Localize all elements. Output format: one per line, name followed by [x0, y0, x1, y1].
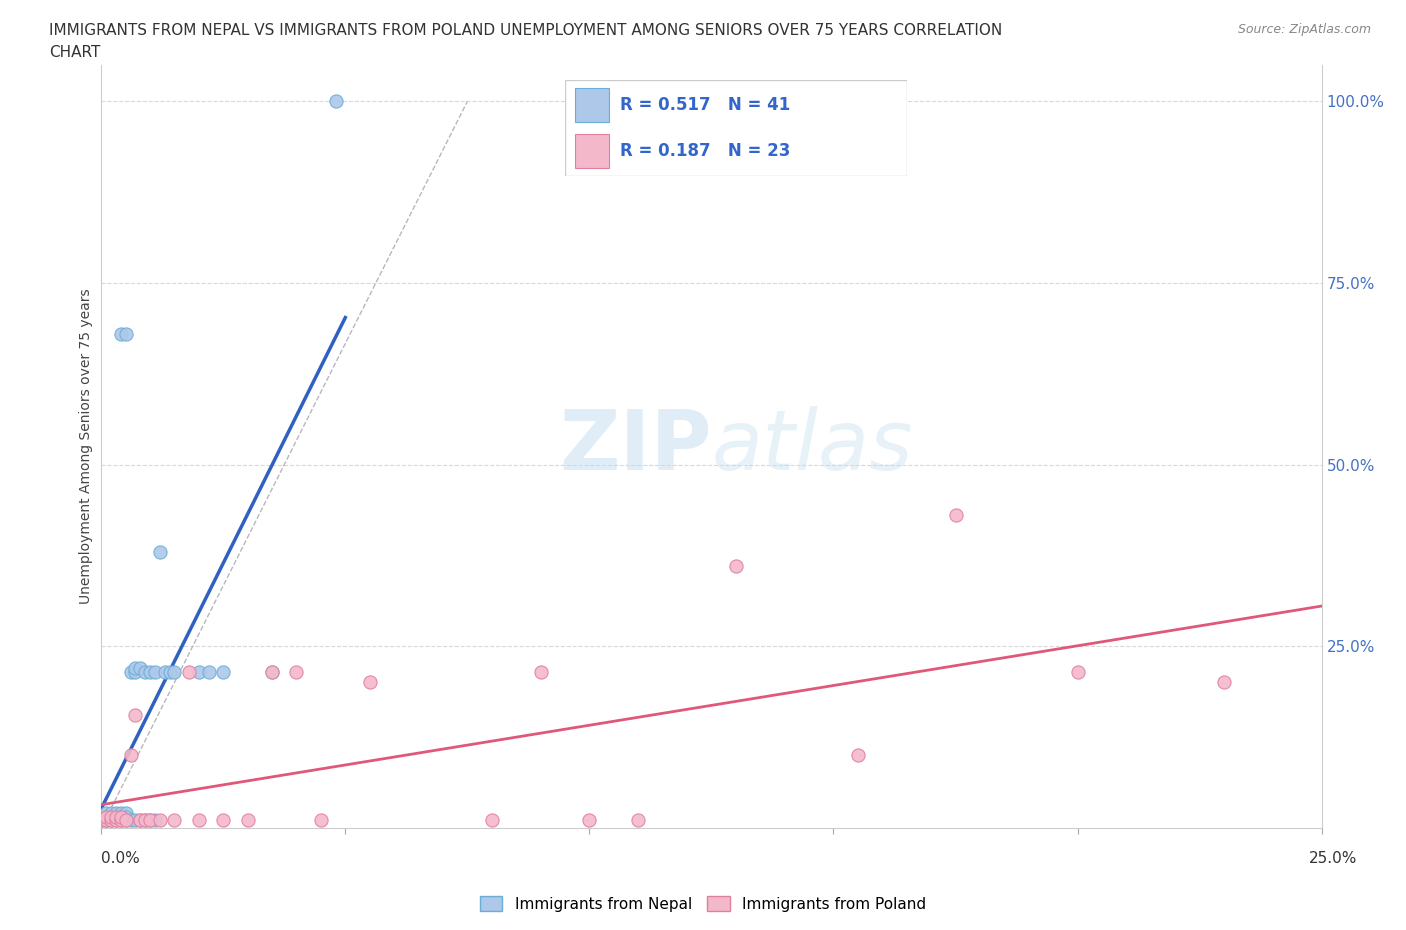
Point [143, 664, 166, 679]
Point [578, 813, 600, 828]
Point [94, 813, 117, 828]
Point [100, 809, 122, 824]
Point [149, 544, 172, 559]
Point [134, 664, 156, 679]
Point [94, 809, 117, 824]
Point [120, 664, 142, 679]
Point [100, 809, 122, 824]
Text: IMMIGRANTS FROM NEPAL VS IMMIGRANTS FROM POLAND UNEMPLOYMENT AMONG SENIORS OVER : IMMIGRANTS FROM NEPAL VS IMMIGRANTS FROM… [49, 23, 1002, 38]
Point [724, 559, 747, 574]
Text: ZIP: ZIP [560, 405, 711, 487]
Point [120, 748, 142, 763]
Point [262, 664, 284, 679]
Point [94, 813, 117, 828]
Point [139, 664, 162, 679]
Point [104, 805, 127, 820]
Point [197, 664, 219, 679]
Point [104, 813, 127, 828]
Point [104, 813, 127, 828]
Point [110, 326, 132, 341]
Point [120, 813, 142, 828]
Point [104, 809, 127, 824]
Point [481, 813, 503, 828]
Point [110, 813, 132, 828]
Y-axis label: Unemployment Among Seniors over 75 years: Unemployment Among Seniors over 75 years [79, 288, 93, 604]
Point [124, 708, 146, 723]
Point [212, 813, 235, 828]
Point [124, 813, 146, 828]
Point [100, 813, 122, 828]
Point [114, 805, 136, 820]
Point [134, 813, 156, 828]
Point [129, 660, 152, 675]
Point [139, 813, 162, 828]
Point [134, 813, 156, 828]
Point [114, 326, 136, 341]
Point [110, 809, 132, 824]
Point [163, 664, 186, 679]
Point [90, 813, 112, 828]
Point [90, 813, 112, 828]
Point [159, 664, 181, 679]
Text: CHART: CHART [49, 45, 101, 60]
Point [149, 813, 172, 828]
Point [114, 813, 136, 828]
Text: atlas: atlas [711, 405, 912, 487]
Point [94, 805, 117, 820]
Point [114, 813, 136, 828]
Point [187, 664, 209, 679]
Text: 25.0%: 25.0% [1309, 851, 1357, 866]
Point [285, 664, 308, 679]
Point [100, 805, 122, 820]
Point [139, 813, 162, 828]
Point [110, 809, 132, 824]
Point [153, 664, 176, 679]
Point [129, 813, 152, 828]
Point [124, 664, 146, 679]
Point [143, 813, 166, 828]
Text: 0.0%: 0.0% [101, 851, 141, 866]
Point [1066, 664, 1088, 679]
Point [359, 675, 381, 690]
Point [262, 664, 284, 679]
Point [846, 748, 869, 763]
Point [114, 809, 136, 824]
Point [325, 94, 347, 109]
Point [104, 809, 127, 824]
Point [187, 813, 209, 828]
Point [212, 664, 235, 679]
Point [129, 813, 152, 828]
Text: Source: ZipAtlas.com: Source: ZipAtlas.com [1237, 23, 1371, 36]
Legend: Immigrants from Nepal, Immigrants from Poland: Immigrants from Nepal, Immigrants from P… [474, 889, 932, 918]
Point [110, 805, 132, 820]
Point [163, 813, 186, 828]
Point [124, 660, 146, 675]
Point [309, 813, 332, 828]
Point [236, 813, 259, 828]
Point [177, 664, 200, 679]
Point [110, 813, 132, 828]
Point [627, 813, 650, 828]
Point [90, 809, 112, 824]
Point [945, 508, 967, 523]
Point [94, 813, 117, 828]
Point [94, 809, 117, 824]
Point [529, 664, 551, 679]
Point [100, 813, 122, 828]
Point [1213, 675, 1236, 690]
